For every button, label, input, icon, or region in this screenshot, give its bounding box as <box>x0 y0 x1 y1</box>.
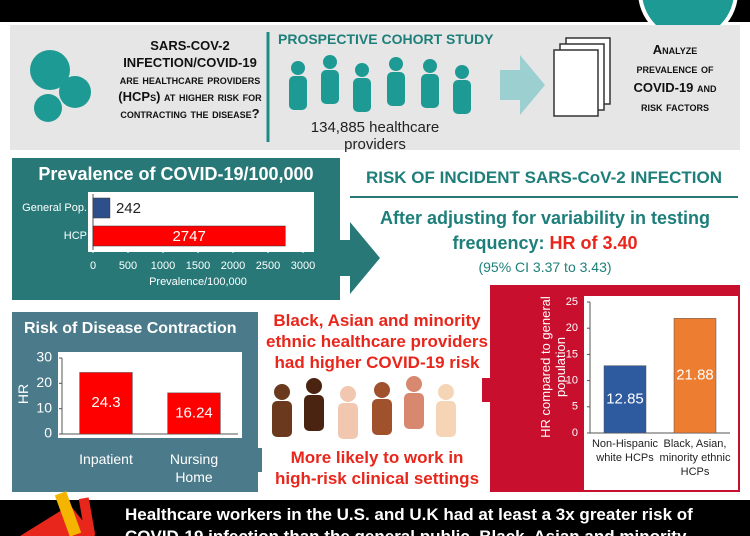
y-tick-label: 15 <box>566 348 578 360</box>
bar <box>92 225 286 247</box>
value-label: 2747 <box>172 228 205 245</box>
study-design: PROSPECTIVE COHORT STUDY <box>278 31 494 47</box>
chart-title: Risk of Disease Contraction <box>24 320 237 337</box>
bar <box>673 318 717 434</box>
megaphone-icon <box>20 491 96 536</box>
bar <box>79 372 133 435</box>
bar <box>92 197 111 219</box>
x-tick-label: 2000 <box>221 260 245 272</box>
minority-finding: Black, Asian and minority ethnic healthc… <box>265 311 489 372</box>
aim-line: Analyze <box>652 42 698 57</box>
confidence-interval: (95% CI 3.37 to 3.43) <box>478 259 612 275</box>
value-label: 24.3 <box>91 394 120 411</box>
question-line: contracting the disease? <box>120 106 260 121</box>
value-label: 21.88 <box>676 367 714 384</box>
question-line: (HCPs) at higher risk for <box>118 89 262 104</box>
cohort-size: 134,885 healthcare providers <box>310 119 440 153</box>
value-label: 16.24 <box>175 404 213 421</box>
x-tick-label: Non-Hispanic white HCPs <box>591 438 659 464</box>
question-line: INFECTION/COVID-19 <box>123 55 257 70</box>
x-tick-label: 0 <box>90 260 96 272</box>
value-label: 12.85 <box>606 390 644 407</box>
x-tick-label: 2500 <box>256 260 280 272</box>
x-tick-label: Nursing Home <box>169 451 219 485</box>
document-icon <box>553 37 611 117</box>
x-tick-label: 1000 <box>151 260 175 272</box>
hazard-ratio: HR of 3.40 <box>549 233 638 253</box>
y-tick-label: 30 <box>36 349 52 365</box>
y-tick-label: 25 <box>566 296 578 308</box>
bottom-band <box>0 500 750 536</box>
x-axis-label: Prevalence/100,000 <box>149 276 247 288</box>
y-axis-label: HR <box>15 383 31 405</box>
conclusion: Healthcare workers in the U.S. and U.K h… <box>125 505 693 536</box>
y-tick-label: 5 <box>572 401 578 413</box>
virus-icons <box>30 50 91 122</box>
arrow <box>225 436 262 484</box>
risk-heading: RISK OF INCIDENT SARS-CoV-2 INFECTION <box>365 168 723 187</box>
aim-line: risk factors <box>641 99 709 114</box>
value-label: 242 <box>116 200 141 217</box>
adjusted-text: After adjusting for variability in testi… <box>379 208 711 253</box>
y-tick-label: General Pop. <box>22 202 87 214</box>
arrow <box>320 222 380 294</box>
aim-line: prevalence of <box>636 61 714 76</box>
arrow <box>482 364 520 416</box>
y-axis-label: HR compared to general population <box>538 296 568 438</box>
y-tick-label: 0 <box>44 425 52 441</box>
people-icons <box>272 376 456 439</box>
question-line: are healthcare providers <box>119 72 261 87</box>
x-tick-label: 1500 <box>186 260 210 272</box>
y-tick-label: 0 <box>572 427 578 439</box>
x-tick-label: 500 <box>119 260 137 272</box>
bar <box>603 365 647 434</box>
x-tick-label: Black, Asian, minority ethnic HCPs <box>659 438 731 478</box>
y-tick-label: 10 <box>566 375 578 387</box>
arrow <box>500 55 545 115</box>
study-panel <box>10 25 740 150</box>
bar <box>167 392 221 435</box>
cohort-icons <box>289 55 471 114</box>
risk-result: After adjusting for variability in testi… <box>355 206 735 256</box>
y-tick-label: HCP <box>64 230 87 242</box>
y-tick-label: 20 <box>566 322 578 334</box>
y-tick-label: 10 <box>36 399 52 415</box>
question: SARS-COV-2 INFECTION/COVID-19 are health… <box>110 37 270 122</box>
y-tick-label: 20 <box>36 374 52 390</box>
x-tick-label: Inpatient <box>79 451 133 467</box>
aim: Analyze prevalence of COVID-19 and risk … <box>610 40 740 116</box>
top-band <box>0 0 750 22</box>
chart-title: Prevalence of COVID-19/100,000 <box>38 164 314 184</box>
aim-line: COVID-19 and <box>633 80 717 95</box>
question-line: SARS-COV-2 <box>150 38 230 53</box>
x-tick-label: 3000 <box>291 260 315 272</box>
minority-setting: More likely to work in high-risk clinica… <box>274 448 480 488</box>
